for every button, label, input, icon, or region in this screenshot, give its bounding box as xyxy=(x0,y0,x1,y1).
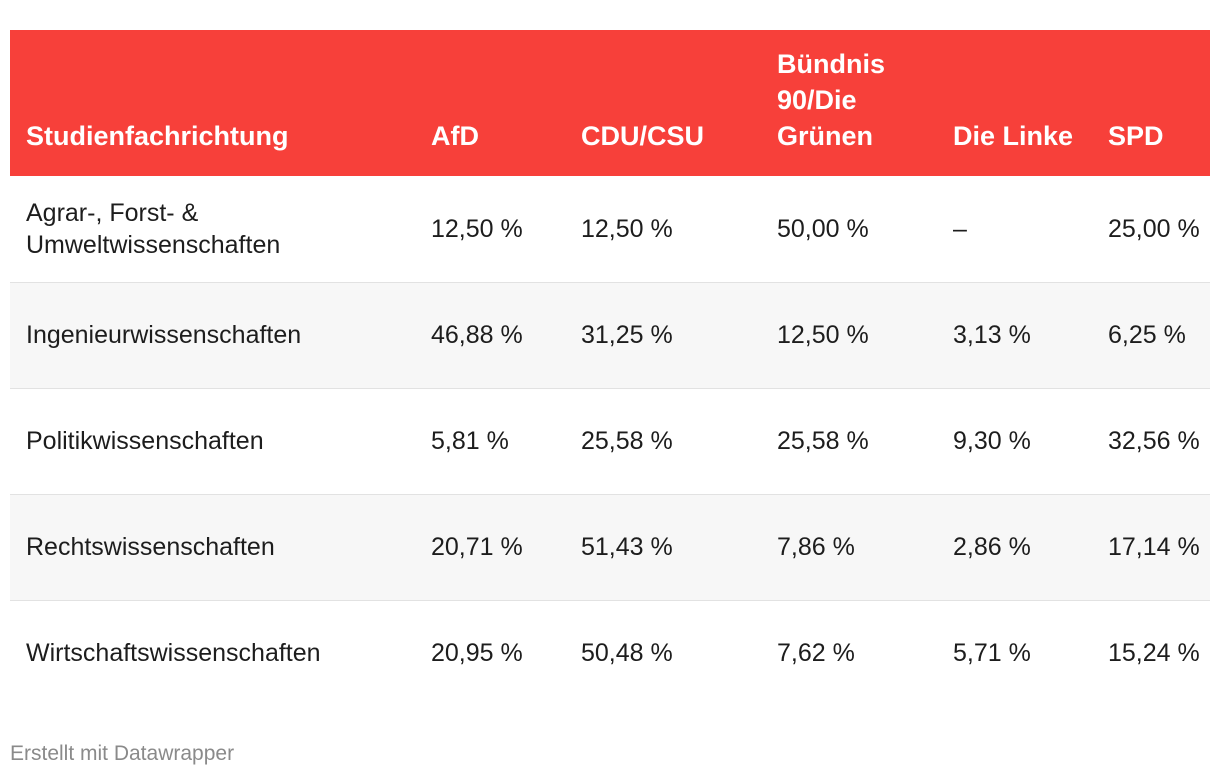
cell-gruene: 50,00 % xyxy=(777,214,869,243)
cell-spd: 15,24 % xyxy=(1108,639,1200,668)
cell-linke: 5,71 % xyxy=(953,639,1031,668)
cell-studienfachrichtung: Wirtschaftswissenschaften xyxy=(26,639,321,668)
cell-cdu-csu: 31,25 % xyxy=(581,321,673,349)
table-row: Wirtschaftswissenschaften 20,95 % 50,48 … xyxy=(10,600,1210,706)
data-table-container: Studienfachrichtung AfD CDU/CSU Bündnis … xyxy=(10,30,1210,706)
column-header-linke: Die Linke xyxy=(953,121,1074,151)
cell-linke: – xyxy=(953,214,967,243)
column-header-afd: AfD xyxy=(431,121,479,151)
cell-afd: 5,81 % xyxy=(431,427,509,455)
cell-cdu-csu: 51,43 % xyxy=(581,533,673,561)
cell-spd: 32,56 % xyxy=(1108,427,1200,455)
cell-studienfachrichtung: Agrar-, Forst- & Umweltwissenschaften xyxy=(26,198,281,259)
cell-spd: 25,00 % xyxy=(1108,214,1200,243)
cell-afd: 12,50 % xyxy=(431,214,523,243)
cell-afd: 20,95 % xyxy=(431,639,523,668)
cell-studienfachrichtung: Politikwissenschaften xyxy=(26,427,264,455)
table-row: Politikwissenschaften 5,81 % 25,58 % 25,… xyxy=(10,388,1210,494)
cell-spd: 6,25 % xyxy=(1108,321,1186,349)
cell-afd: 46,88 % xyxy=(431,321,523,349)
cell-afd: 20,71 % xyxy=(431,533,523,561)
column-header-studienfachrichtung: Studienfachrichtung xyxy=(26,121,289,151)
table-body: Agrar-, Forst- & Umweltwissenschaften 12… xyxy=(10,176,1210,706)
cell-gruene: 7,62 % xyxy=(777,639,855,668)
cell-cdu-csu: 25,58 % xyxy=(581,427,673,455)
table-row: Agrar-, Forst- & Umweltwissenschaften 12… xyxy=(10,176,1210,282)
cell-gruene: 7,86 % xyxy=(777,533,855,561)
header-row: Studienfachrichtung AfD CDU/CSU Bündnis … xyxy=(10,30,1210,176)
column-header-cdu-csu: CDU/CSU xyxy=(581,121,705,151)
cell-linke: 2,86 % xyxy=(953,533,1031,561)
cell-cdu-csu: 50,48 % xyxy=(581,639,673,668)
column-header-spd: SPD xyxy=(1108,121,1164,151)
datawrapper-credit: Erstellt mit Datawrapper xyxy=(10,742,235,765)
cell-studienfachrichtung: Rechtswissenschaften xyxy=(26,533,275,561)
column-header-gruene: Bündnis 90/Die Grünen xyxy=(777,49,885,151)
cell-gruene: 12,50 % xyxy=(777,321,869,349)
cell-studienfachrichtung: Ingenieurwissenschaften xyxy=(26,321,302,349)
cell-cdu-csu: 12,50 % xyxy=(581,214,673,243)
table-header: Studienfachrichtung AfD CDU/CSU Bündnis … xyxy=(10,30,1210,176)
table-row: Rechtswissenschaften 20,71 % 51,43 % 7,8… xyxy=(10,494,1210,600)
cell-spd: 17,14 % xyxy=(1108,533,1200,561)
cell-linke: 3,13 % xyxy=(953,321,1031,349)
cell-gruene: 25,58 % xyxy=(777,427,869,455)
table-row: Ingenieurwissenschaften 46,88 % 31,25 % … xyxy=(10,282,1210,388)
cell-linke: 9,30 % xyxy=(953,427,1031,455)
party-share-table: Studienfachrichtung AfD CDU/CSU Bündnis … xyxy=(10,30,1210,706)
